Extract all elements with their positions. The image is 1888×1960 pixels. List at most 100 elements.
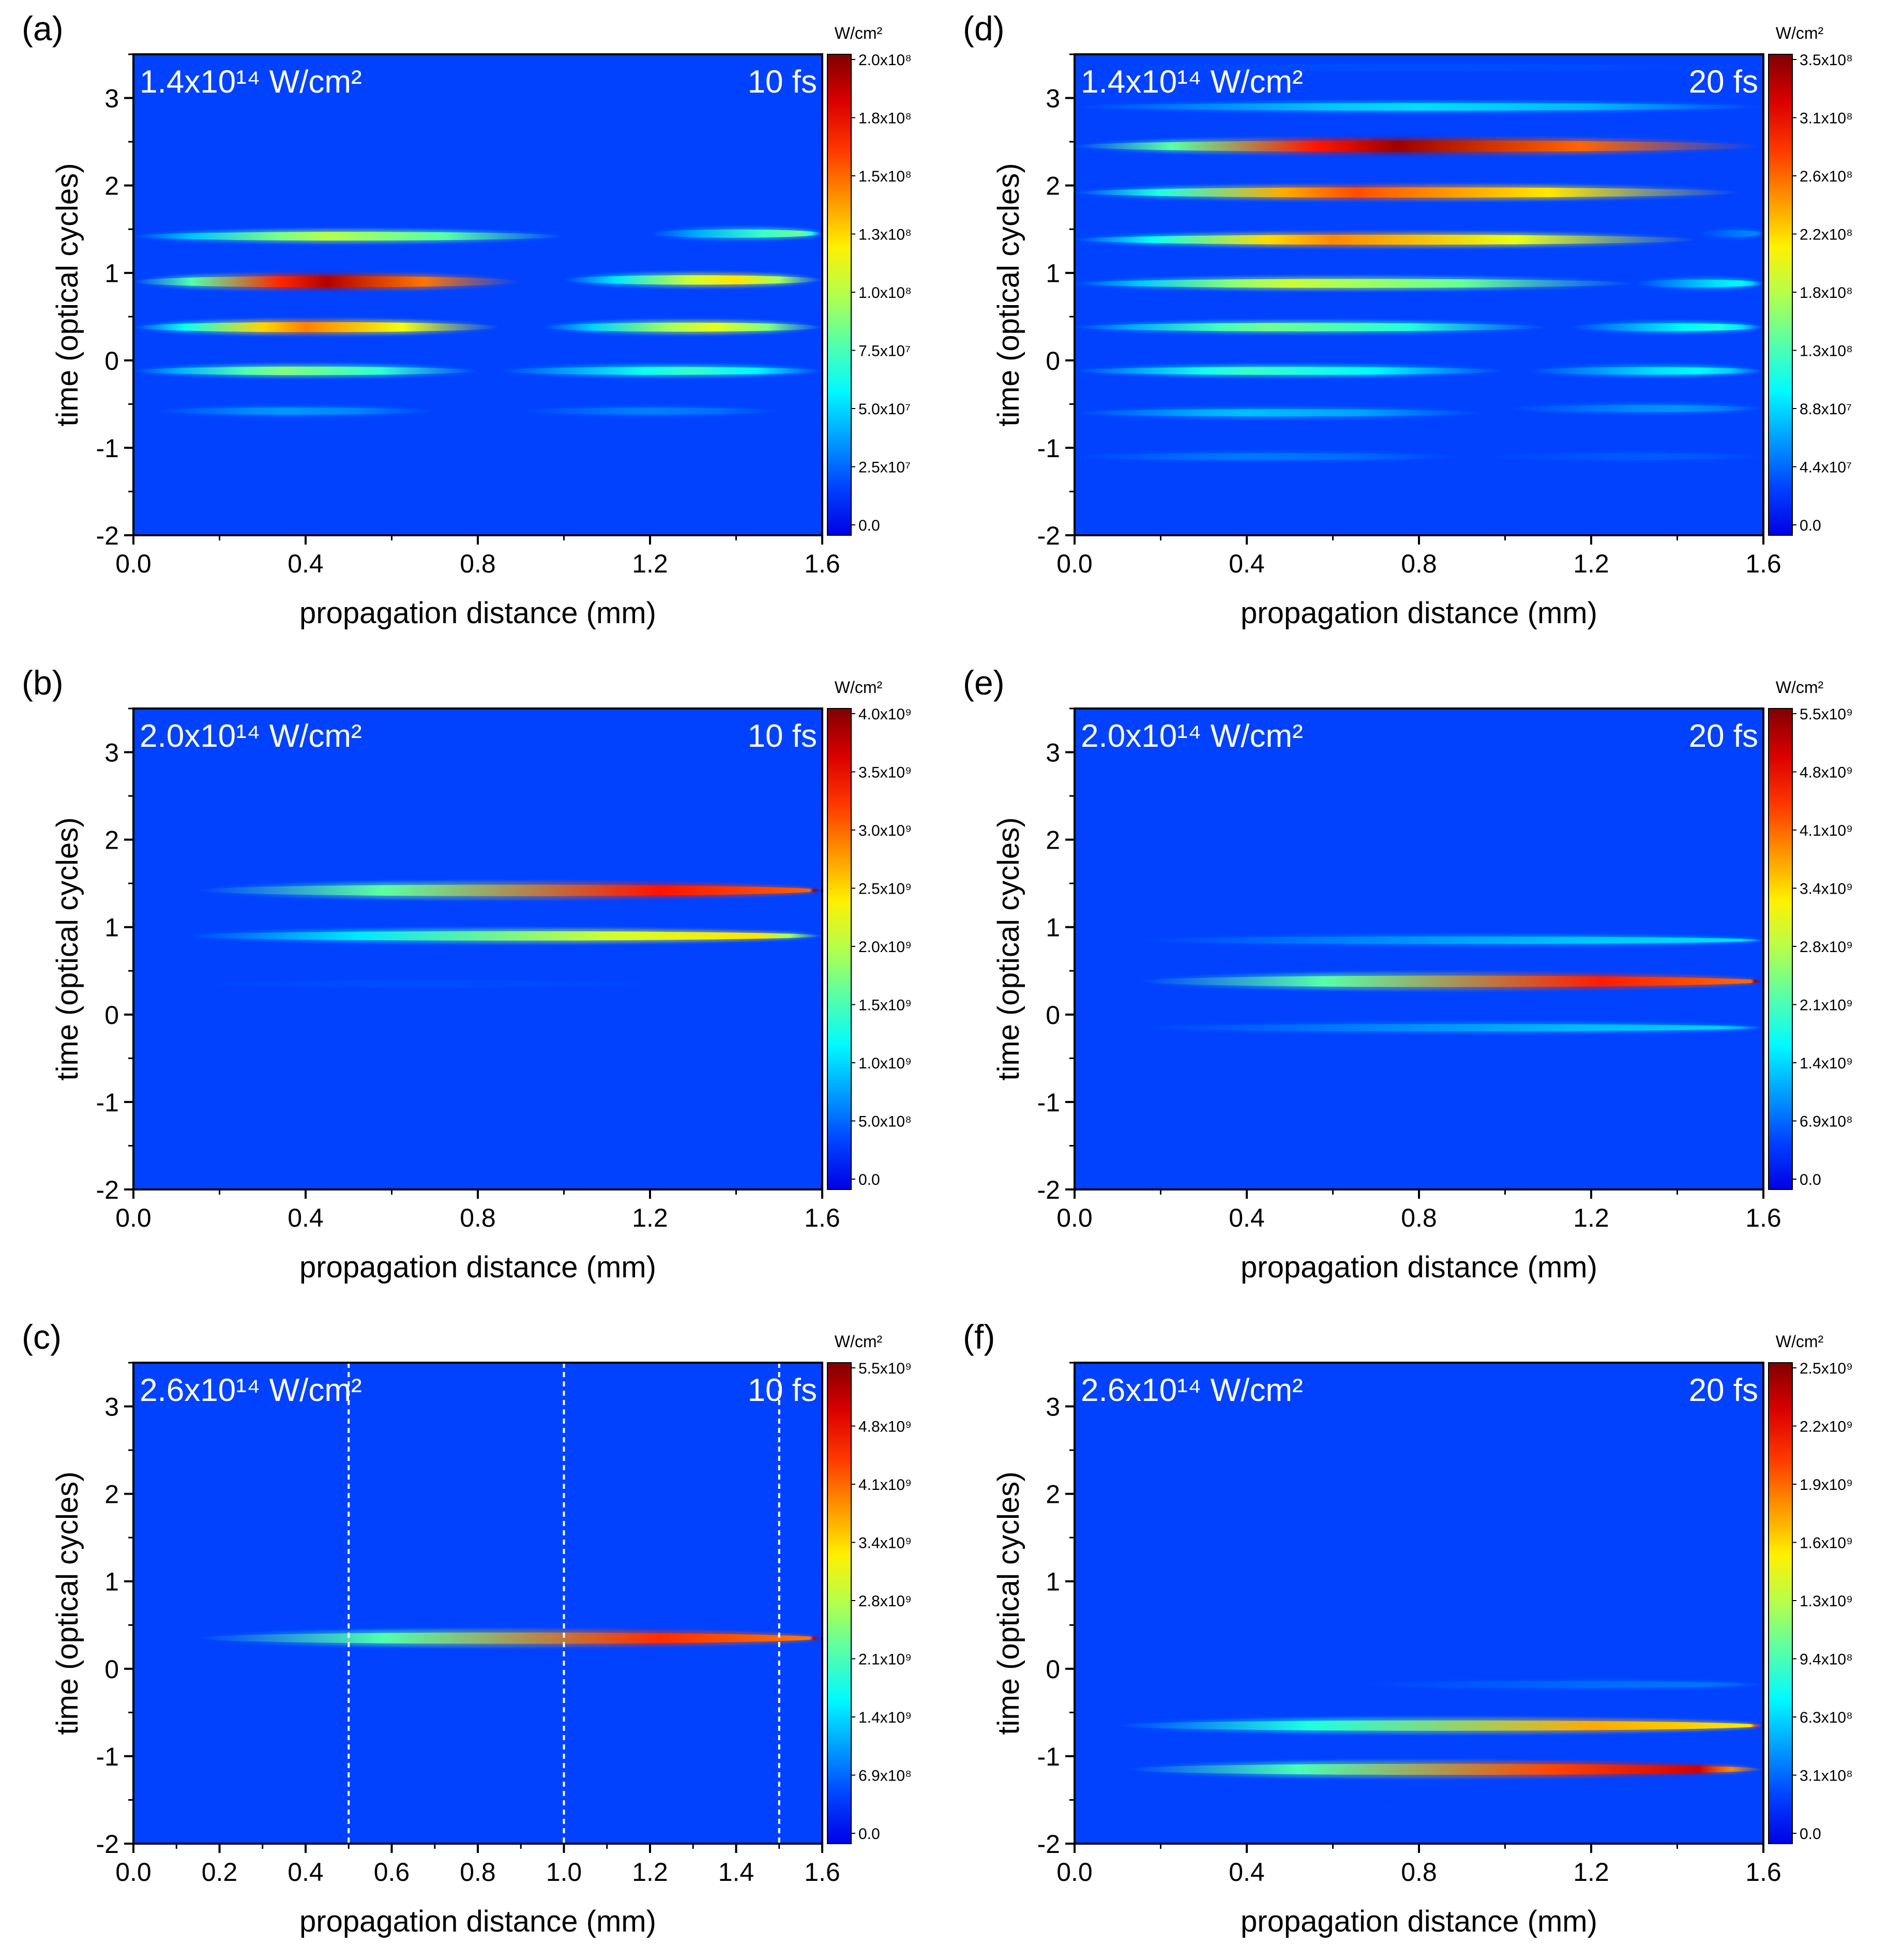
colorbar-unit: W/cm²	[835, 678, 883, 697]
colorbar-tick-label: 3.0x10⁹	[858, 822, 912, 839]
heatmap-streak	[499, 367, 822, 375]
heatmap-streak	[1160, 1805, 1548, 1812]
heatmap-chart: (d) 1.4x10¹⁴ W/cm² 20 fs 0.0 0.4 0.8 1.2 1.6 -2 -…	[963, 9, 1853, 630]
y-tick-label: -1	[1037, 1088, 1060, 1117]
y-tick-label: -2	[1037, 1830, 1060, 1859]
y-tick-label: -2	[1037, 521, 1060, 550]
colorbar-unit: W/cm²	[835, 24, 883, 42]
x-tick-label: 0.4	[288, 1858, 324, 1887]
colorbar	[827, 708, 852, 1190]
colorbar-tick-label: 3.4x10⁹	[1800, 881, 1853, 898]
colorbar-tick-label: 5.0x10⁸	[858, 1113, 912, 1130]
y-tick-label: 3	[1046, 84, 1060, 113]
panel-c: (c) 2.6x10¹⁴ W/cm² 10 fs 0.0 0.2 0.4 0.6 0.8 1.0…	[0, 1308, 941, 1960]
heatmap-streak	[1483, 497, 1763, 504]
heatmap-field	[185, 839, 822, 1030]
heatmap-chart: (a) 1.4x10¹⁴ W/cm² 10 fs 0.0 0.4 0.8 1.2 1.6 -2 -…	[22, 9, 912, 630]
colorbar-tick-label: 1.0x10⁸	[858, 284, 912, 301]
x-tick-label: 0.4	[1229, 549, 1265, 578]
heatmap-streak	[185, 931, 822, 941]
duration-annotation: 20 fs	[1689, 718, 1758, 754]
heatmap-streak	[1075, 64, 1763, 71]
x-tick-label: 1.2	[632, 1858, 668, 1887]
colorbar-tick-label: 5.5x10⁹	[1800, 706, 1853, 723]
y-tick-label: 2	[1046, 826, 1060, 855]
heatmap-streak	[1182, 1109, 1376, 1116]
duration-annotation: 20 fs	[1689, 64, 1758, 100]
colorbar-tick-label: 8.8x10⁷	[1800, 401, 1852, 418]
y-tick-label: 0	[104, 1001, 119, 1030]
colorbar-tick-label: 4.1x10⁹	[1800, 822, 1853, 839]
colorbar-unit: W/cm²	[835, 1332, 883, 1351]
duration-annotation: 20 fs	[1689, 1373, 1758, 1408]
colorbar-tick-label: 2.5x10⁹	[858, 881, 912, 898]
y-tick-label: 1	[104, 1567, 119, 1596]
heatmap-streak	[198, 1679, 693, 1685]
x-tick-label: 1.4	[718, 1858, 754, 1887]
colorbar-tick-label: 2.5x10⁷	[858, 459, 911, 476]
x-axis-label: propagation distance (mm)	[1241, 1905, 1597, 1938]
y-tick-label: -2	[1037, 1175, 1060, 1204]
heatmap-background	[1075, 54, 1763, 535]
y-tick-label: -1	[1037, 434, 1060, 463]
y-tick-label: 1	[1046, 913, 1060, 942]
x-tick-label: 0.8	[460, 549, 496, 578]
colorbar-tick-label: 2.2x10⁸	[1800, 227, 1853, 244]
colorbar-tick-label: 0.0	[1800, 1826, 1821, 1843]
colorbar-tick-label: 4.4x10⁷	[1800, 459, 1852, 476]
colorbar-tick-label: 3.4x10⁹	[858, 1535, 912, 1552]
heatmap-streak	[1139, 975, 1763, 987]
heatmap-field	[1117, 1639, 1763, 1814]
colorbar-tick-label: 0.0	[858, 1826, 880, 1843]
y-tick-label: 1	[1046, 1567, 1060, 1596]
colorbar-tick-label: 0.0	[1800, 517, 1821, 534]
heatmap-streak	[1354, 1681, 1763, 1688]
heatmap-chart: (b) 2.0x10¹⁴ W/cm² 10 fs 0.0 0.4 0.8 1.2 1.6 -2 -…	[22, 664, 912, 1284]
heatmap-streak	[1075, 103, 1763, 111]
heatmap-streak	[1075, 234, 1699, 245]
x-tick-label: 1.6	[1745, 1203, 1781, 1232]
colorbar-tick-label: 4.0x10⁹	[858, 706, 912, 723]
x-tick-label: 1.2	[632, 549, 668, 578]
heatmap-streak	[1699, 230, 1763, 237]
heatmap-streak	[1075, 187, 1742, 198]
x-tick-label: 1.0	[546, 1858, 582, 1887]
heatmap-streak	[1126, 1763, 1763, 1775]
y-tick-label: 0	[1046, 346, 1060, 375]
heatmap-streak	[198, 1022, 414, 1029]
y-axis-label: time (optical cycles)	[51, 1471, 84, 1735]
heatmap-background	[133, 1363, 822, 1844]
panel-d: (d) 1.4x10¹⁴ W/cm² 20 fs 0.0 0.4 0.8 1.2 1.6 -2 -…	[941, 0, 1882, 652]
x-tick-label: 0.4	[1229, 1203, 1265, 1232]
colorbar-tick-label: 5.5x10⁹	[858, 1360, 912, 1377]
panel-label: (c)	[22, 1318, 62, 1356]
x-tick-label: 0.2	[202, 1858, 238, 1887]
colorbar	[1768, 54, 1793, 536]
panel-f: (f) 2.6x10¹⁴ W/cm² 20 fs 0.0 0.4 0.8 1.2 1.6 -2 -…	[941, 1308, 1882, 1960]
x-tick-label: 0.8	[1401, 1203, 1437, 1232]
colorbar	[827, 54, 852, 536]
heatmap-streak	[1527, 367, 1763, 375]
x-tick-label: 0.0	[115, 1858, 152, 1887]
x-tick-label: 0.4	[1229, 1858, 1265, 1887]
colorbar-unit: W/cm²	[1776, 678, 1824, 697]
heatmap-field	[133, 227, 822, 457]
x-tick-label: 1.6	[1745, 549, 1781, 578]
x-tick-label: 0.8	[460, 1858, 496, 1887]
colorbar-tick-label: 4.8x10⁹	[1800, 764, 1853, 781]
colorbar-tick-label: 1.3x10⁸	[1800, 343, 1853, 360]
heatmap-streak	[1160, 893, 1419, 900]
heatmap-streak	[650, 229, 822, 238]
colorbar-tick-label: 3.5x10⁸	[1800, 52, 1853, 69]
y-tick-label: -1	[1037, 1742, 1060, 1771]
x-axis-label: propagation distance (mm)	[299, 596, 656, 630]
intensity-annotation: 1.4x10¹⁴ W/cm²	[1081, 64, 1303, 100]
panel-label: (a)	[22, 9, 64, 48]
y-tick-label: -1	[96, 1088, 119, 1117]
intensity-annotation: 2.0x10¹⁴ W/cm²	[1081, 718, 1303, 754]
x-tick-label: 1.6	[804, 549, 840, 578]
heatmap-field	[1139, 846, 1763, 1117]
x-tick-label: 0.4	[288, 549, 324, 578]
y-tick-label: 1	[1046, 259, 1060, 288]
heatmap-streak	[1075, 409, 1484, 417]
